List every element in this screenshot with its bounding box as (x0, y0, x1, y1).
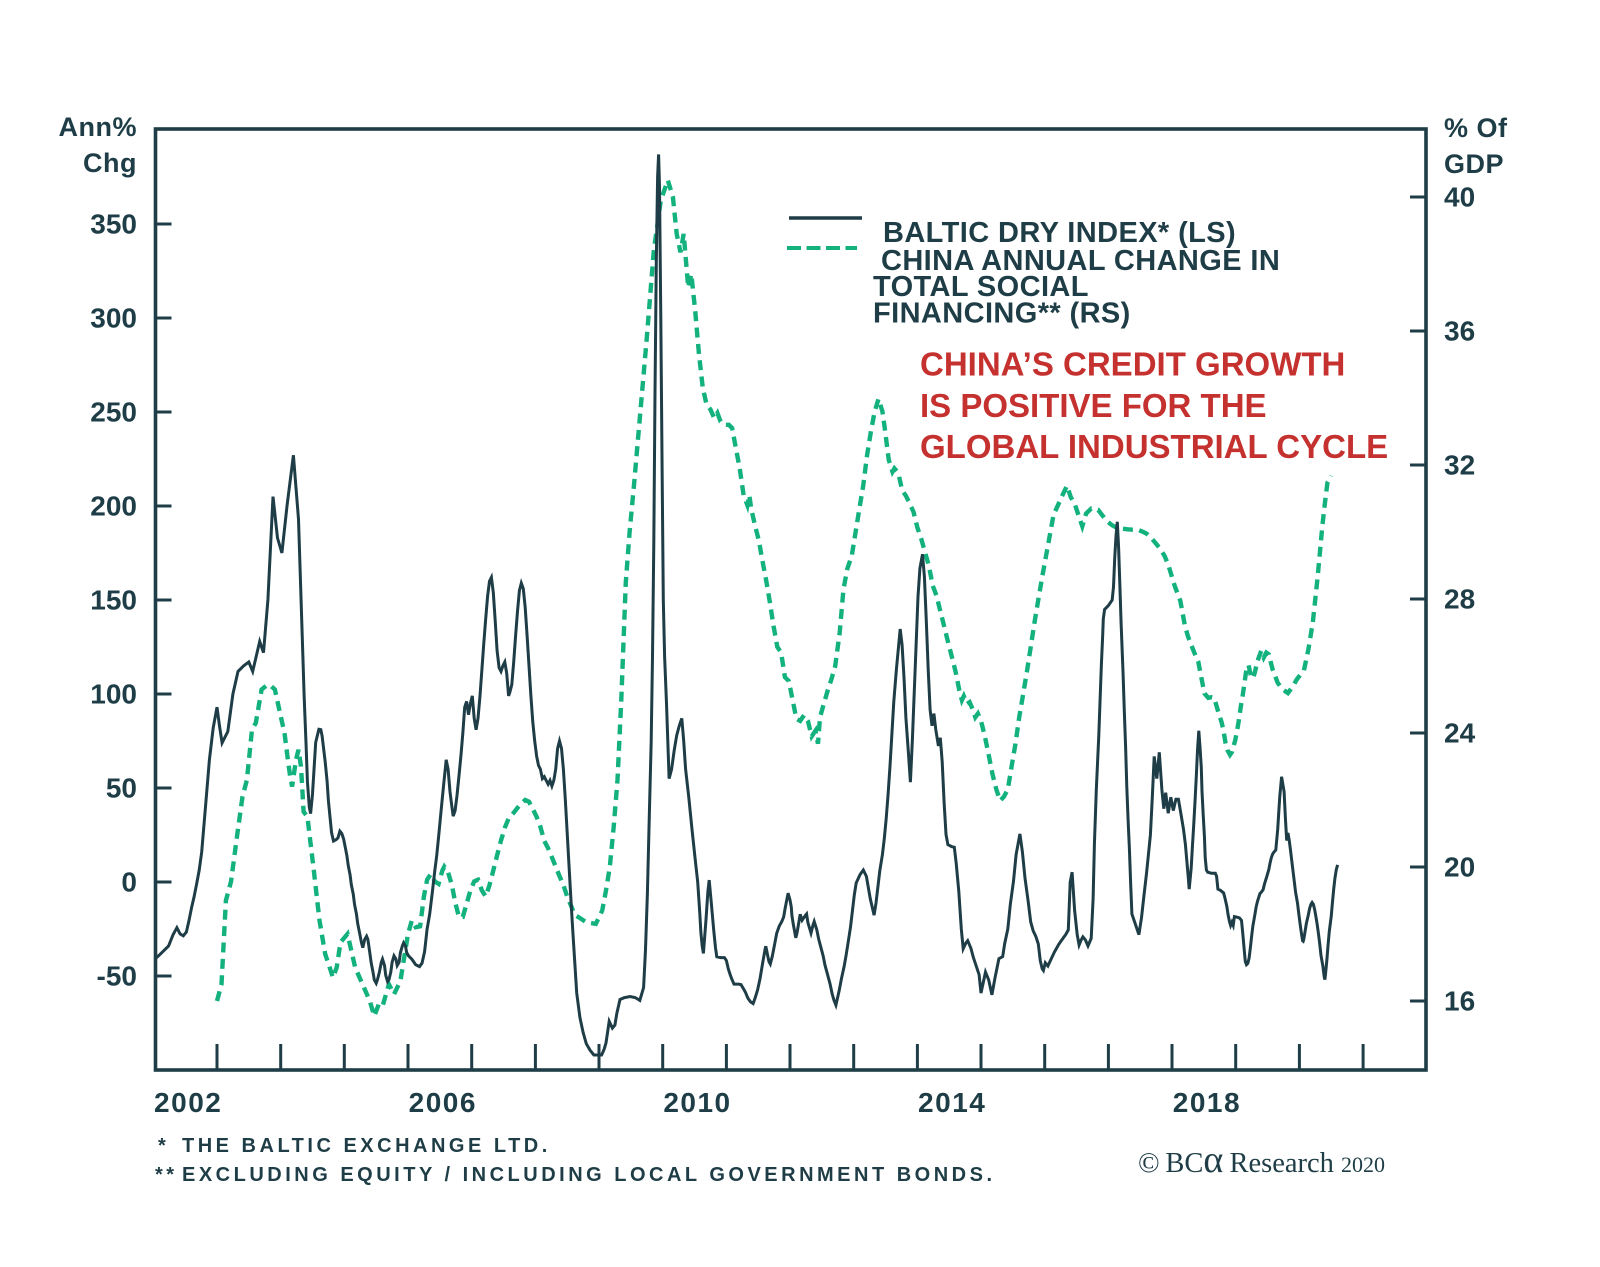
svg-text:24: 24 (1444, 718, 1476, 749)
svg-text:2006: 2006 (409, 1087, 477, 1118)
svg-text:16: 16 (1444, 986, 1475, 1017)
svg-text:2014: 2014 (918, 1087, 986, 1118)
svg-text:2002: 2002 (154, 1087, 222, 1118)
svg-text:50: 50 (106, 773, 137, 804)
svg-text:20: 20 (1444, 852, 1475, 883)
svg-text:BALTIC DRY INDEX* (LS): BALTIC DRY INDEX* (LS) (883, 217, 1236, 249)
svg-text:**: ** (155, 1164, 178, 1186)
svg-text:350: 350 (90, 209, 137, 240)
svg-text:250: 250 (90, 397, 137, 428)
svg-text:CHINA’S CREDIT GROWTH: CHINA’S CREDIT GROWTH (920, 346, 1345, 383)
svg-text:32: 32 (1444, 450, 1475, 481)
svg-text:IS POSITIVE FOR THE: IS POSITIVE FOR THE (920, 387, 1267, 424)
svg-text:GLOBAL INDUSTRIAL CYCLE: GLOBAL INDUSTRIAL CYCLE (920, 428, 1388, 465)
svg-text:Chg: Chg (83, 148, 137, 178)
svg-text:300: 300 (90, 303, 137, 334)
svg-text:150: 150 (90, 585, 137, 616)
svg-text:EXCLUDING EQUITY / INCLUDING L: EXCLUDING EQUITY / INCLUDING LOCAL GOVER… (182, 1164, 996, 1186)
svg-text:28: 28 (1444, 584, 1475, 615)
svg-text:GDP: GDP (1444, 149, 1504, 179)
svg-text:FINANCING** (RS): FINANCING** (RS) (873, 298, 1131, 330)
svg-text:200: 200 (90, 491, 137, 522)
svg-text:0: 0 (121, 867, 137, 898)
svg-text:Ann%: Ann% (59, 112, 138, 142)
svg-text:% Of: % Of (1444, 113, 1508, 143)
svg-text:*: * (158, 1135, 169, 1157)
svg-text:-50: -50 (97, 961, 137, 992)
svg-text:36: 36 (1444, 316, 1475, 347)
svg-text:CHINA ANNUAL CHANGE IN: CHINA ANNUAL CHANGE IN (881, 245, 1280, 277)
svg-text:2018: 2018 (1173, 1087, 1241, 1118)
svg-text:TOTAL SOCIAL: TOTAL SOCIAL (873, 271, 1089, 303)
svg-text:40: 40 (1444, 182, 1475, 213)
svg-text:THE BALTIC EXCHANGE LTD.: THE BALTIC EXCHANGE LTD. (182, 1135, 551, 1157)
svg-text:100: 100 (90, 679, 137, 710)
svg-text:2010: 2010 (663, 1087, 731, 1118)
